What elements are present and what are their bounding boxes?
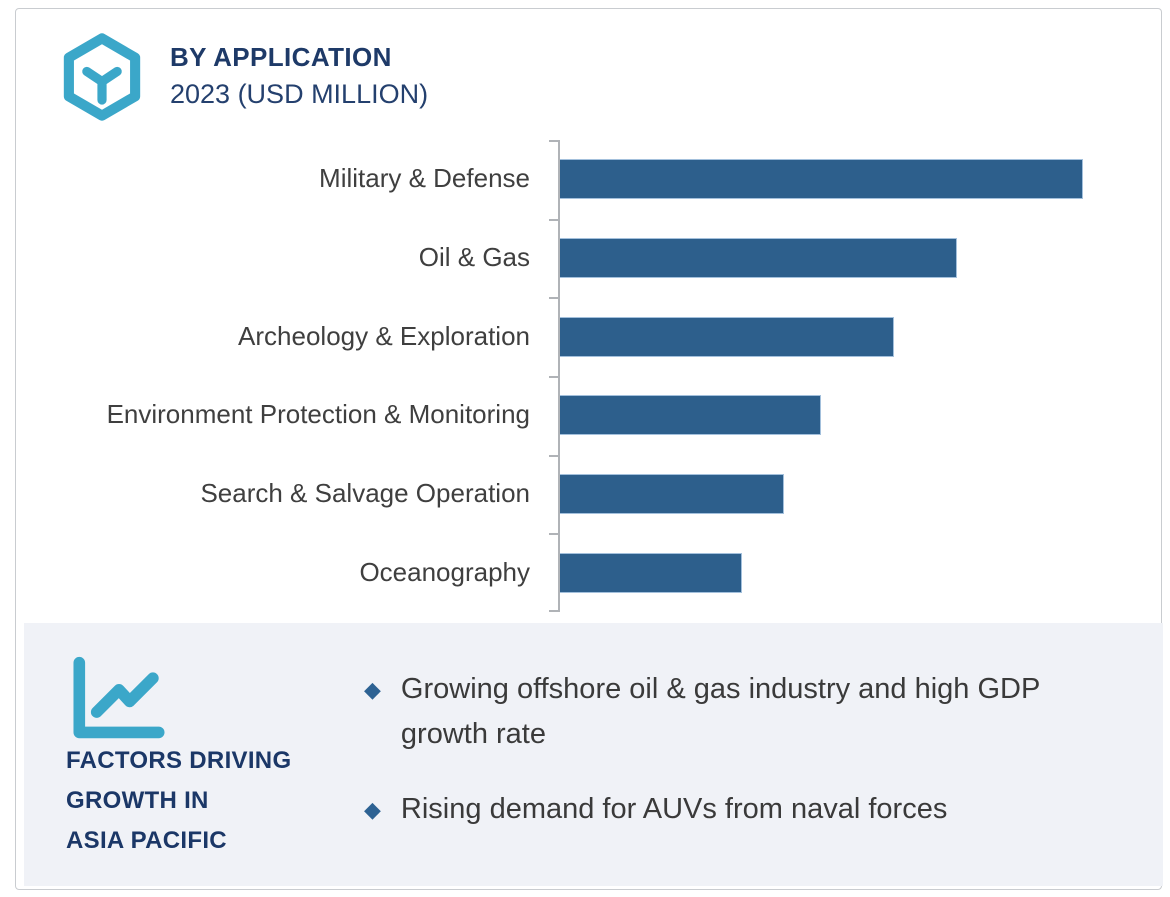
bar-area	[556, 473, 1163, 514]
chart-row: Oceanography	[16, 533, 1163, 612]
category-label: Environment Protection & Monitoring	[106, 399, 530, 430]
axis-tick	[549, 533, 558, 535]
bar-1	[559, 237, 957, 278]
bar-chart: Military & Defense Oil & Gas Archeology & …	[16, 140, 1163, 612]
chart-row: Archeology & Exploration	[16, 297, 1163, 376]
bullet-text: Growing offshore oil & gas industry and …	[400, 673, 1040, 750]
bar-3	[559, 395, 821, 436]
bar-5	[559, 552, 742, 593]
bar-area	[556, 159, 1163, 200]
bar-4	[559, 473, 784, 514]
chart-subtitle: 2023 (USD MILLION)	[170, 78, 429, 109]
chart-row: Oil & Gas	[16, 219, 1163, 298]
axis-tick	[549, 376, 558, 378]
axis-ticks	[16, 140, 1163, 612]
bar-area	[556, 552, 1163, 593]
chart-title: BY APPLICATION	[170, 42, 392, 72]
chart-header: BY APPLICATION 2023 (USD MILLION)	[56, 31, 428, 123]
axis-tick	[549, 455, 558, 457]
category-label: Archeology & Exploration	[238, 320, 530, 351]
chart-row: Military & Defense	[16, 140, 1163, 219]
bullet-text: Rising demand for AUVs from naval forces	[400, 793, 948, 825]
title-block: BY APPLICATION 2023 (USD MILLION)	[170, 31, 428, 111]
category-label: Oceanography	[359, 556, 530, 587]
category-label: Search & Salvage Operation	[200, 478, 530, 509]
diamond-bullet-icon: ◆	[364, 677, 381, 702]
chart-card: BY APPLICATION 2023 (USD MILLION) Milita…	[15, 8, 1163, 890]
chart-row: Environment Protection & Monitoring	[16, 376, 1163, 455]
bar-chart-rows: Military & Defense Oil & Gas Archeology & …	[16, 140, 1163, 612]
bullet-item: ◆ Rising demand for AUVs from naval force…	[364, 787, 1074, 832]
factors-heading-line: GROWTH IN	[66, 787, 209, 814]
factors-heading-line: FACTORS DRIVING	[66, 747, 292, 774]
category-axis-line	[558, 140, 560, 612]
line-chart-icon	[73, 656, 165, 739]
bar-0	[559, 159, 1083, 200]
bar-area	[556, 395, 1163, 436]
chart-row: Search & Salvage Operation	[16, 455, 1163, 534]
bar-area	[556, 237, 1163, 278]
axis-tick	[549, 610, 558, 612]
factors-heading: FACTORS DRIVING GROWTH IN ASIA PACIFIC	[66, 741, 291, 861]
category-label: Military & Defense	[319, 163, 530, 194]
axis-tick	[549, 219, 558, 221]
factors-panel: FACTORS DRIVING GROWTH IN ASIA PACIFIC ◆ Gr…	[24, 623, 1163, 886]
axis-tick	[549, 140, 558, 142]
axis-tick	[549, 297, 558, 299]
diamond-bullet-icon: ◆	[364, 797, 381, 822]
factors-heading-line: ASIA PACIFIC	[66, 827, 227, 854]
bullet-item: ◆ Growing offshore oil & gas industry and…	[364, 667, 1074, 757]
hexagon-cube-icon	[63, 33, 141, 121]
factors-bullet-list: ◆ Growing offshore oil & gas industry and…	[364, 667, 1074, 832]
category-label: Oil & Gas	[418, 242, 530, 273]
